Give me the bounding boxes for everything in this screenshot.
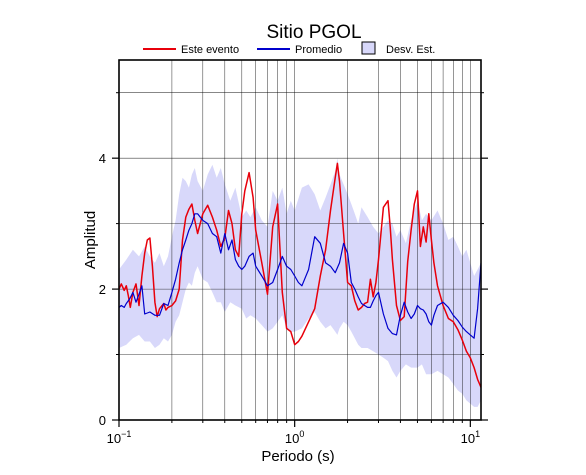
series-line-mean xyxy=(119,213,481,339)
legend-label-band: Desv. Est. xyxy=(386,44,435,56)
x-tick-label: 101 xyxy=(461,429,480,446)
legend-label-event: Este evento xyxy=(181,44,239,56)
y-tick-label: 4 xyxy=(99,151,106,166)
legend: Este evento Promedio Desv. Est. xyxy=(143,41,435,56)
plot-area: 0 2 4 10−1 100 101 xyxy=(99,59,488,446)
std-dev-band xyxy=(119,158,481,407)
legend-swatch-band xyxy=(361,41,376,55)
y-tick-label: 0 xyxy=(99,413,106,428)
x-axis-label: Periodo (s) xyxy=(261,448,334,465)
legend-label-mean: Promedio xyxy=(295,44,342,56)
x-tick-label: 100 xyxy=(285,429,304,446)
chart-title: Sitio PGOL xyxy=(266,22,361,43)
y-axis-label: Amplitud xyxy=(82,211,99,269)
y-tick-label: 2 xyxy=(99,282,106,297)
grid xyxy=(119,60,481,420)
plot-frame xyxy=(118,59,482,421)
x-tick-label: 10−1 xyxy=(107,429,132,446)
